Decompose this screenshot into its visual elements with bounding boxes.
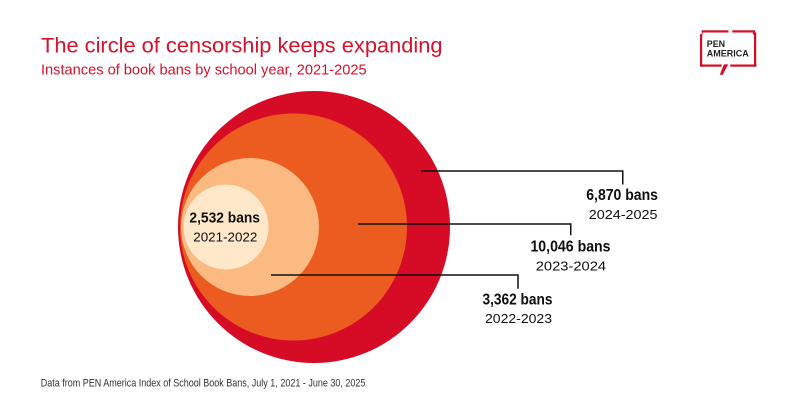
svg-text:6,870 bans: 6,870 bans: [586, 187, 658, 204]
svg-text:2,532 bans: 2,532 bans: [189, 210, 260, 227]
svg-text:Instances of book bans by scho: Instances of book bans by school year, 2…: [41, 62, 367, 79]
svg-text:The circle of censorship keeps: The circle of censorship keeps expanding: [41, 34, 443, 58]
svg-text:2021-2022: 2021-2022: [193, 231, 257, 245]
svg-text:AMERICA: AMERICA: [707, 48, 749, 58]
svg-text:3,362 bans: 3,362 bans: [483, 291, 553, 308]
svg-text:2023-2024: 2023-2024: [536, 259, 606, 274]
svg-text:PEN: PEN: [707, 39, 726, 49]
svg-text:2024-2025: 2024-2025: [589, 207, 658, 222]
svg-text:10,046 bans: 10,046 bans: [530, 239, 610, 256]
svg-text:2022-2023: 2022-2023: [485, 311, 552, 326]
svg-text:Data from PEN America Index of: Data from PEN America Index of School Bo…: [41, 378, 366, 390]
